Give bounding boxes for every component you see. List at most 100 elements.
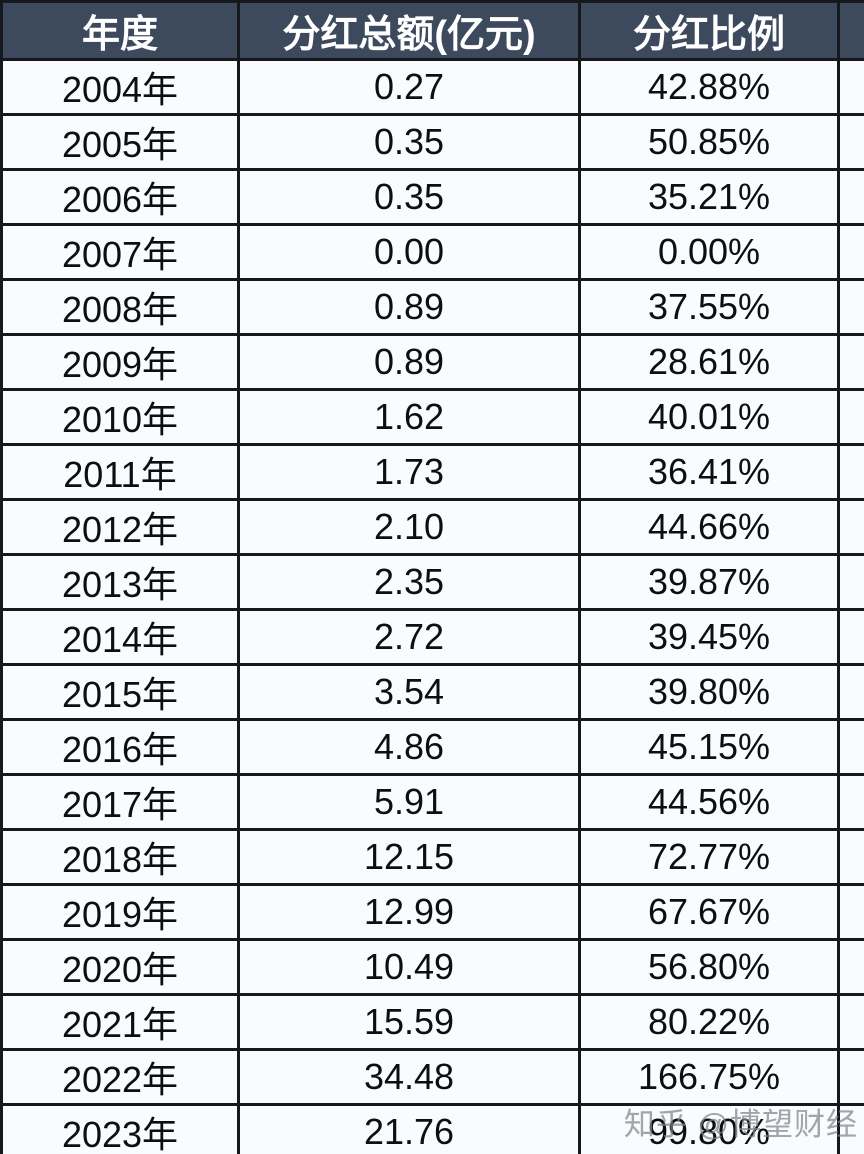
cutoff-cell [837, 333, 864, 391]
payout-ratio-cell: 39.87% [578, 553, 840, 611]
cutoff-cell [837, 993, 864, 1051]
table-row: 2011年 1.73 36.41% [0, 443, 864, 501]
payout-ratio-cell: 166.75% [578, 1048, 840, 1106]
year-cell: 2018年 [0, 828, 240, 886]
payout-ratio-cell: 44.66% [578, 498, 840, 556]
column-header-cutoff [837, 0, 864, 61]
payout-ratio-cell: 44.56% [578, 773, 840, 831]
payout-ratio-cell: 50.85% [578, 113, 840, 171]
table-row: 2022年 34.48 166.75% [0, 1048, 864, 1106]
payout-ratio-cell: 28.61% [578, 333, 840, 391]
cutoff-cell [837, 498, 864, 556]
year-cell: 2022年 [0, 1048, 240, 1106]
cutoff-cell [837, 1048, 864, 1106]
payout-ratio-cell: 45.15% [578, 718, 840, 776]
table-row: 2012年 2.10 44.66% [0, 498, 864, 556]
cutoff-cell [837, 223, 864, 281]
dividend-total-cell: 1.62 [237, 388, 581, 446]
column-header-dividend-total: 分红总额(亿元) [237, 0, 581, 61]
year-cell: 2016年 [0, 718, 240, 776]
dividend-total-cell: 0.27 [237, 58, 581, 116]
table-row: 2008年 0.89 37.55% [0, 278, 864, 336]
table-row: 2023年 21.76 99.80% [0, 1103, 864, 1154]
cutoff-cell [837, 938, 864, 996]
dividend-total-cell: 2.10 [237, 498, 581, 556]
cutoff-cell [837, 278, 864, 336]
year-cell: 2023年 [0, 1103, 240, 1154]
cutoff-cell [837, 1103, 864, 1154]
dividend-total-cell: 0.35 [237, 168, 581, 226]
dividend-total-cell: 1.73 [237, 443, 581, 501]
year-cell: 2005年 [0, 113, 240, 171]
table-row: 2013年 2.35 39.87% [0, 553, 864, 611]
year-cell: 2011年 [0, 443, 240, 501]
dividend-total-cell: 0.00 [237, 223, 581, 281]
dividend-total-cell: 0.89 [237, 333, 581, 391]
table-row: 2020年 10.49 56.80% [0, 938, 864, 996]
cutoff-cell [837, 168, 864, 226]
table-row: 2005年 0.35 50.85% [0, 113, 864, 171]
year-cell: 2017年 [0, 773, 240, 831]
table-row: 2019年 12.99 67.67% [0, 883, 864, 941]
dividend-total-cell: 0.35 [237, 113, 581, 171]
table-row: 2004年 0.27 42.88% [0, 58, 864, 116]
payout-ratio-cell: 67.67% [578, 883, 840, 941]
table-row: 2015年 3.54 39.80% [0, 663, 864, 721]
year-cell: 2010年 [0, 388, 240, 446]
dividend-total-cell: 5.91 [237, 773, 581, 831]
table-header: 年度 分红总额(亿元) 分红比例 [0, 0, 864, 61]
year-cell: 2013年 [0, 553, 240, 611]
payout-ratio-cell: 0.00% [578, 223, 840, 281]
cutoff-cell [837, 828, 864, 886]
payout-ratio-cell: 72.77% [578, 828, 840, 886]
table-row: 2017年 5.91 44.56% [0, 773, 864, 831]
payout-ratio-cell: 37.55% [578, 278, 840, 336]
year-cell: 2006年 [0, 168, 240, 226]
table-row: 2014年 2.72 39.45% [0, 608, 864, 666]
cutoff-cell [837, 553, 864, 611]
payout-ratio-cell: 39.45% [578, 608, 840, 666]
table-row: 2016年 4.86 45.15% [0, 718, 864, 776]
table-row: 2021年 15.59 80.22% [0, 993, 864, 1051]
header-row: 年度 分红总额(亿元) 分红比例 [0, 0, 864, 61]
dividend-total-cell: 12.15 [237, 828, 581, 886]
dividend-total-cell: 0.89 [237, 278, 581, 336]
table-row: 2009年 0.89 28.61% [0, 333, 864, 391]
dividend-total-cell: 2.35 [237, 553, 581, 611]
year-cell: 2021年 [0, 993, 240, 1051]
cutoff-cell [837, 883, 864, 941]
payout-ratio-cell: 35.21% [578, 168, 840, 226]
year-cell: 2008年 [0, 278, 240, 336]
year-cell: 2020年 [0, 938, 240, 996]
dividend-total-cell: 12.99 [237, 883, 581, 941]
year-cell: 2007年 [0, 223, 240, 281]
year-cell: 2019年 [0, 883, 240, 941]
dividend-total-cell: 34.48 [237, 1048, 581, 1106]
cutoff-cell [837, 443, 864, 501]
year-cell: 2014年 [0, 608, 240, 666]
payout-ratio-cell: 80.22% [578, 993, 840, 1051]
cutoff-cell [837, 113, 864, 171]
table-row: 2010年 1.62 40.01% [0, 388, 864, 446]
dividend-total-cell: 3.54 [237, 663, 581, 721]
table-row: 2007年 0.00 0.00% [0, 223, 864, 281]
payout-ratio-cell: 99.80% [578, 1103, 840, 1154]
dividend-total-cell: 15.59 [237, 993, 581, 1051]
dividend-total-cell: 4.86 [237, 718, 581, 776]
cutoff-cell [837, 718, 864, 776]
cutoff-cell [837, 663, 864, 721]
column-header-payout-ratio: 分红比例 [578, 0, 840, 61]
year-cell: 2009年 [0, 333, 240, 391]
table-body: 2004年 0.27 42.88% 2005年 0.35 50.85% 2006… [0, 58, 864, 1154]
dividend-total-cell: 21.76 [237, 1103, 581, 1154]
cutoff-cell [837, 388, 864, 446]
dividend-total-cell: 10.49 [237, 938, 581, 996]
payout-ratio-cell: 36.41% [578, 443, 840, 501]
year-cell: 2012年 [0, 498, 240, 556]
payout-ratio-cell: 42.88% [578, 58, 840, 116]
cutoff-cell [837, 773, 864, 831]
payout-ratio-cell: 40.01% [578, 388, 840, 446]
payout-ratio-cell: 39.80% [578, 663, 840, 721]
